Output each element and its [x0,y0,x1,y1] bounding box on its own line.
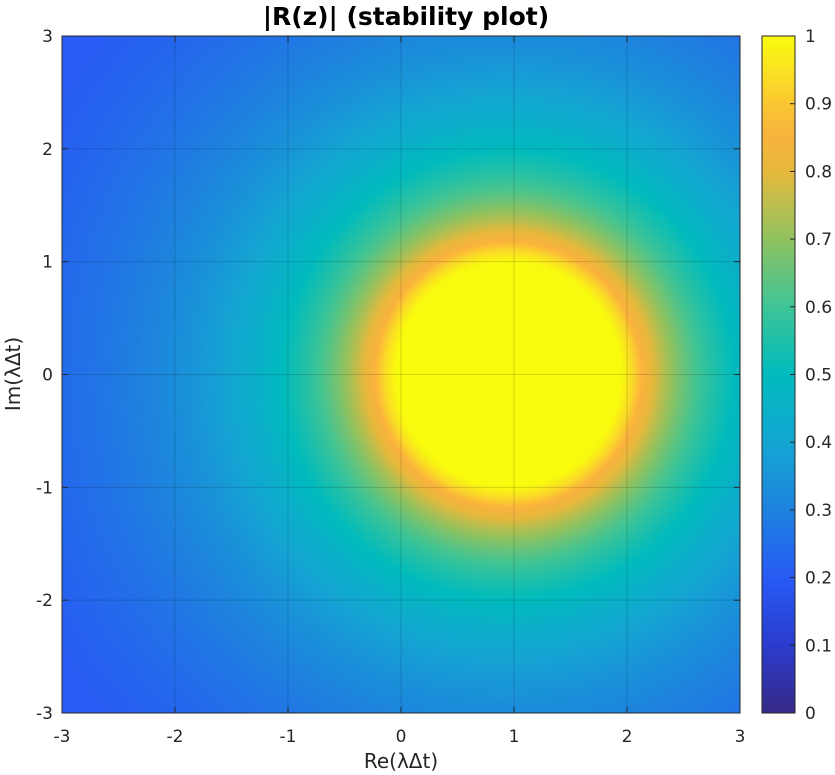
y-axis-label: Im(λΔt) [1,337,25,411]
x-tick-label: -3 [54,727,71,747]
x-tick-label: 3 [735,727,746,747]
y-tick-label: 0 [42,366,53,386]
heatmap-image [62,36,740,713]
colorbar-tick-label: 0 [805,704,816,724]
colorbar-tick-label: 0.2 [805,569,832,589]
colorbar-tick-label: 0.7 [805,230,832,250]
y-tick-label: 3 [42,27,53,47]
y-tick-label: 1 [42,253,53,273]
colorbar-gradient [762,36,795,713]
y-tick-label: -2 [36,591,53,611]
y-tick-label: 2 [42,140,53,160]
axis-ticks: -3 -2 -1 0 1 2 3 -3 -2 -1 0 1 2 3 [36,27,745,747]
colorbar-ticks: 0 0.1 0.2 0.3 0.4 0.5 0.6 0.7 0.8 0.9 1 [790,27,832,724]
x-tick-label: 1 [509,727,520,747]
heatmap-area [62,36,740,713]
x-axis-label: Re(λΔt) [364,749,438,773]
colorbar-tick-label: 1 [805,27,816,47]
colorbar: 0 0.1 0.2 0.3 0.4 0.5 0.6 0.7 0.8 0.9 1 [761,27,832,724]
x-tick-label: 0 [396,727,407,747]
colorbar-tick-label: 0.8 [805,162,832,182]
colorbar-tick-label: 0.4 [805,433,832,453]
colorbar-tick-label: 0.1 [805,636,832,656]
colorbar-tick-label: 0.9 [805,95,832,115]
y-tick-label: -3 [36,704,53,724]
colorbar-tick-label: 0.6 [805,298,832,318]
x-tick-label: 2 [622,727,633,747]
colorbar-tick-label: 0.3 [805,501,832,521]
x-tick-label: -1 [280,727,297,747]
x-tick-label: -2 [167,727,184,747]
chart-title: |R(z)| (stability plot) [263,2,549,31]
y-tick-label: -1 [36,478,53,498]
colorbar-tick-label: 0.5 [805,366,832,386]
